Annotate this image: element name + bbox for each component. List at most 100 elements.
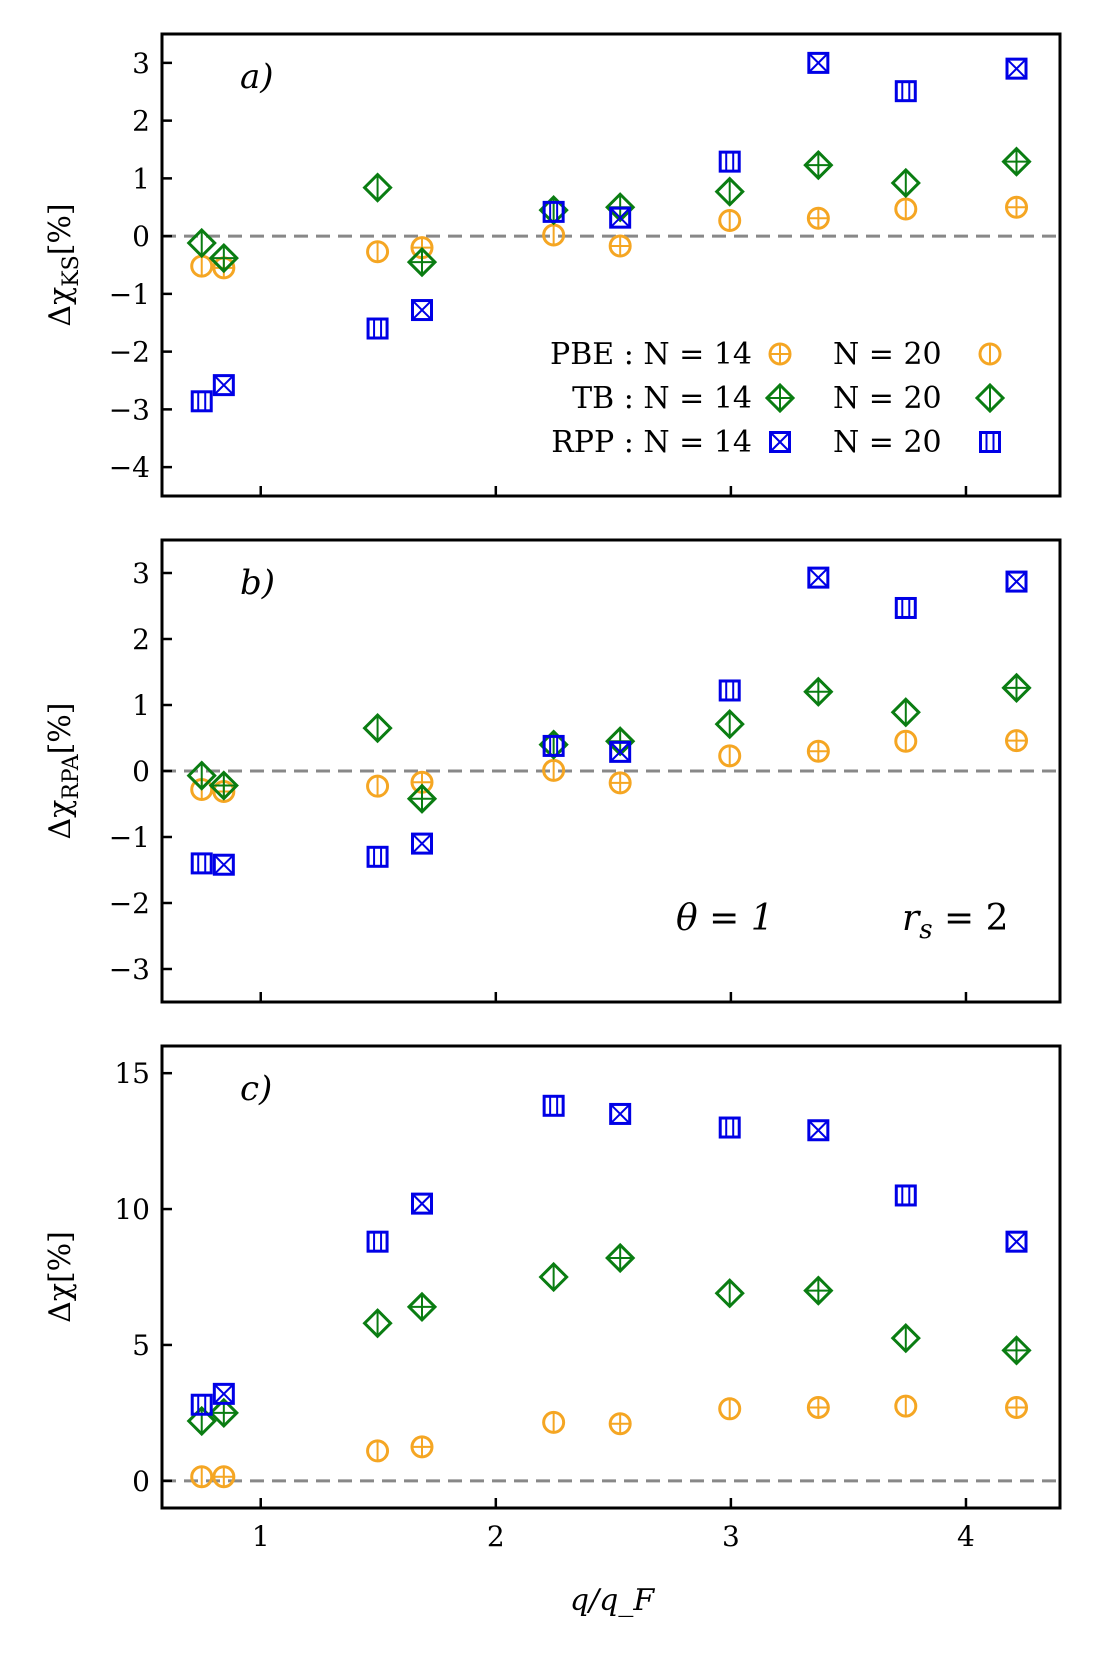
y-tick-label: 2 <box>132 623 150 656</box>
point-rpp-n20 <box>894 1184 917 1207</box>
point-tb-n14 <box>803 1275 834 1306</box>
point-tb-n20 <box>186 1405 217 1437</box>
point-pbe-n14 <box>1005 195 1029 219</box>
point-tb-n20 <box>362 712 393 744</box>
legend-label: PBE : N = 14 <box>550 337 752 372</box>
point-pbe-n20 <box>366 774 390 798</box>
point-pbe-n20 <box>190 254 214 278</box>
y-tick-label: 15 <box>114 1057 150 1090</box>
x-tick-label: 2 <box>487 1520 505 1553</box>
legend-marker-tb-n20 <box>974 382 1006 414</box>
point-tb-n14 <box>1001 1335 1032 1366</box>
point-tb-n20 <box>714 176 745 207</box>
plot-frame <box>160 538 1062 1004</box>
y-axis-title: ΔχKS[%] <box>43 203 84 326</box>
point-pbe-n20 <box>718 1397 742 1421</box>
point-pbe-n20 <box>542 1410 566 1434</box>
point-rpp-n20 <box>894 596 917 619</box>
point-tb-n14 <box>208 770 239 801</box>
legend-marker-rpp-n14 <box>769 431 791 453</box>
legend-label: N = 20 <box>833 337 942 372</box>
point-pbe-n20 <box>894 1394 918 1418</box>
point-rpp-n14 <box>609 740 632 763</box>
point-pbe-n20 <box>718 209 742 233</box>
legend: PBE : N = 14 N = 20 TB : N = 14 N = 20 RPP :… <box>550 337 1006 460</box>
point-rpp-n20 <box>718 679 741 702</box>
annotation-rs: rs = 2 <box>902 898 1009 945</box>
point-tb-n20 <box>890 167 921 199</box>
legend-marker-pbe-n20 <box>978 342 1002 366</box>
point-tb-n20 <box>186 760 217 791</box>
point-pbe-n14 <box>212 1465 236 1489</box>
point-tb-n14 <box>406 783 438 814</box>
y-tick-label: 1 <box>132 162 150 195</box>
point-tb-n14 <box>1001 146 1032 177</box>
point-pbe-n20 <box>894 729 918 753</box>
legend-marker-tb-n14 <box>764 382 796 414</box>
point-tb-n14 <box>406 246 438 278</box>
panel-label: b) <box>240 563 275 603</box>
point-rpp-n20 <box>894 80 917 103</box>
point-tb-n14 <box>1001 672 1032 703</box>
point-pbe-n20 <box>894 197 918 221</box>
y-tick-label: −1 <box>109 821 150 854</box>
panel-a: −4 −3 −2 −1 0 1 2 3 ΔχKS[%] a) PBE : N = 14 N = 20 T… <box>43 32 1062 498</box>
point-rpp-n14 <box>410 1192 433 1215</box>
y-tick-label: −3 <box>109 393 150 426</box>
point-tb-n20 <box>714 709 745 740</box>
x-tick-label: 1 <box>252 1520 270 1553</box>
x-tick-label: 4 <box>957 1520 975 1553</box>
y-tick-label: 0 <box>132 755 150 788</box>
point-pbe-n14 <box>806 739 830 763</box>
point-rpp-n14 <box>807 51 830 74</box>
y-tick-label: 10 <box>114 1193 150 1226</box>
point-pbe-n14 <box>608 1412 632 1436</box>
point-tb-n20 <box>890 1323 921 1354</box>
point-rpp-n14 <box>212 1382 235 1405</box>
point-tb-n14 <box>208 242 239 274</box>
y-axis-title: Δχ[%] <box>43 1231 78 1323</box>
y-tick-label: 0 <box>132 1465 150 1498</box>
panel-c: 0 5 10 15 1 2 3 4 Δχ[%] c) <box>43 1044 1062 1553</box>
y-tick-label: 1 <box>132 689 150 722</box>
y-tick-label: 5 <box>132 1329 150 1362</box>
y-tick-label: −2 <box>109 887 150 920</box>
point-tb-n20 <box>362 1308 393 1339</box>
point-rpp-n20 <box>366 317 389 340</box>
point-pbe-n14 <box>608 234 632 258</box>
point-rpp-n20 <box>542 734 565 757</box>
legend-label: TB : N = 14 <box>572 381 752 416</box>
point-tb-n14 <box>406 1291 438 1323</box>
point-rpp-n20 <box>718 1116 741 1139</box>
point-tb-n14 <box>605 1242 636 1274</box>
point-pbe-n14 <box>410 1435 434 1459</box>
point-rpp-n14 <box>1005 57 1028 80</box>
x-axis-title: q/q_F <box>570 1583 656 1618</box>
plot-frame <box>160 32 1062 498</box>
point-tb-n20 <box>186 227 217 259</box>
point-rpp-n14 <box>609 206 632 229</box>
point-pbe-n14 <box>806 206 830 230</box>
y-tick-label: 2 <box>132 105 150 138</box>
point-pbe-n14 <box>806 1395 830 1419</box>
point-pbe-n20 <box>718 744 742 768</box>
point-rpp-n14 <box>212 853 235 876</box>
point-rpp-n20 <box>190 852 213 875</box>
y-tick-label: −3 <box>109 953 150 986</box>
point-pbe-n20 <box>190 1465 214 1489</box>
point-tb-n20 <box>538 1261 569 1293</box>
legend-marker-rpp-n20 <box>979 431 1001 453</box>
point-rpp-n14 <box>1005 570 1028 593</box>
point-pbe-n14 <box>608 771 632 795</box>
point-pbe-n14 <box>1005 1395 1029 1419</box>
point-rpp-n20 <box>542 200 565 223</box>
point-rpp-n20 <box>366 845 389 868</box>
panel-label: c) <box>240 1069 272 1109</box>
annotation-theta: θ = 1 <box>676 898 774 939</box>
legend-label: N = 20 <box>833 381 942 416</box>
y-tick-label: 0 <box>132 220 150 253</box>
point-tb-n20 <box>362 172 393 203</box>
plot-frame <box>160 1044 1062 1510</box>
point-tb-n20 <box>890 697 921 728</box>
